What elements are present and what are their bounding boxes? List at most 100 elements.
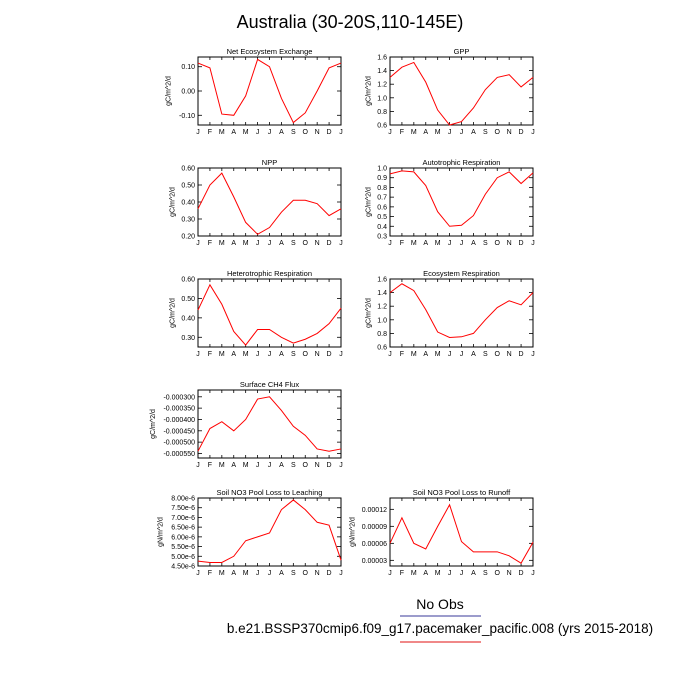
y-tick-label: 1.2 [377, 82, 387, 89]
y-tick-label: 1.4 [377, 68, 387, 75]
y-tick-label: 0.9 [377, 175, 387, 182]
x-tick-label: D [519, 570, 524, 577]
x-tick-label: O [495, 240, 501, 247]
x-tick-label: J [388, 351, 392, 358]
y-tick-label: 1.6 [377, 55, 387, 62]
x-tick-label: A [471, 240, 476, 247]
x-tick-label: F [208, 129, 212, 136]
x-tick-label: J [531, 240, 535, 247]
x-tick-label: J [388, 570, 392, 577]
y-tick-label: 1.4 [377, 290, 387, 297]
panel-title: NPP [262, 158, 277, 167]
x-tick-label: A [471, 570, 476, 577]
y-tick-label: -0.000550 [163, 451, 195, 458]
y-tick-label: -0.000300 [163, 394, 195, 401]
y-tick-label: 0.00006 [362, 541, 387, 548]
x-tick-label: J [388, 240, 392, 247]
y-tick-label: 0.00003 [362, 558, 387, 565]
x-tick-label: A [279, 462, 284, 469]
figure-title: Australia (30-20S,110-145E) [237, 12, 464, 32]
x-tick-label: J [339, 570, 343, 577]
y-tick-label: -0.000500 [163, 440, 195, 447]
x-tick-label: J [196, 462, 200, 469]
x-tick-label: J [268, 570, 272, 577]
y-axis-label: gC/m^2/d [365, 187, 372, 217]
x-tick-label: D [519, 240, 524, 247]
x-tick-label: A [471, 351, 476, 358]
x-tick-label: N [315, 129, 320, 136]
y-tick-label: 0.50 [181, 296, 195, 303]
x-tick-label: D [327, 570, 332, 577]
x-tick-label: F [208, 351, 212, 358]
y-tick-label: 1.2 [377, 304, 387, 311]
x-tick-label: J [448, 570, 452, 577]
y-tick-label: 0.00009 [362, 524, 387, 531]
panel-title: Heterotrophic Respiration [227, 269, 312, 278]
x-tick-label: J [448, 351, 452, 358]
panel-title: GPP [454, 47, 470, 56]
y-tick-label: 0.3 [377, 234, 387, 241]
x-tick-label: A [279, 240, 284, 247]
x-tick-label: M [219, 351, 225, 358]
y-tick-label: 0.40 [181, 200, 195, 207]
x-tick-label: J [196, 129, 200, 136]
x-tick-label: S [291, 129, 296, 136]
x-tick-label: M [435, 240, 441, 247]
y-tick-label: -0.000350 [163, 406, 195, 413]
y-tick-label: 8.00e-6 [171, 496, 195, 503]
x-tick-label: J [268, 240, 272, 247]
y-tick-label: 0.6 [377, 204, 387, 211]
x-tick-label: J [339, 462, 343, 469]
x-tick-label: M [411, 129, 417, 136]
x-tick-label: F [208, 462, 212, 469]
series-line [389, 170, 534, 227]
y-tick-label: 4.50e-6 [171, 564, 195, 571]
series-line [389, 283, 534, 338]
plot-frame [197, 389, 342, 459]
x-tick-label: J [388, 129, 392, 136]
y-tick-label: 5.00e-6 [171, 554, 195, 561]
x-tick-label: M [411, 570, 417, 577]
y-tick-label: 7.00e-6 [171, 515, 195, 522]
x-tick-label: A [279, 351, 284, 358]
x-tick-label: J [256, 462, 260, 469]
series-line [197, 172, 342, 235]
y-tick-label: 1.6 [377, 277, 387, 284]
x-tick-label: S [291, 462, 296, 469]
y-tick-label: 0.10 [181, 64, 195, 71]
x-tick-label: O [495, 129, 501, 136]
x-tick-label: A [423, 570, 428, 577]
x-tick-label: A [471, 129, 476, 136]
x-tick-label: S [483, 129, 488, 136]
x-tick-label: J [256, 351, 260, 358]
y-tick-label: -0.000450 [163, 428, 195, 435]
panel-title: Surface CH4 Flux [240, 380, 299, 389]
series-line [197, 283, 342, 346]
y-tick-label: 1.0 [377, 166, 387, 173]
y-tick-label: 0.30 [181, 335, 195, 342]
x-tick-label: M [243, 351, 249, 358]
x-tick-label: F [208, 570, 212, 577]
x-tick-label: A [279, 570, 284, 577]
x-tick-label: A [231, 462, 236, 469]
x-tick-label: O [303, 240, 309, 247]
x-tick-label: M [243, 570, 249, 577]
x-tick-label: N [315, 462, 320, 469]
y-tick-label: 0.6 [377, 123, 387, 130]
y-tick-label: 0.60 [181, 166, 195, 173]
x-tick-label: J [460, 240, 464, 247]
x-tick-label: M [243, 240, 249, 247]
y-tick-label: 0.7 [377, 195, 387, 202]
y-tick-label: 0.30 [181, 217, 195, 224]
x-tick-label: O [303, 351, 309, 358]
x-tick-label: O [495, 570, 501, 577]
x-tick-label: M [411, 351, 417, 358]
legend: No Obs b.e21.BSSP370cmip6.f09_g17.pacema… [227, 596, 653, 643]
x-tick-label: J [268, 462, 272, 469]
series-line [197, 58, 342, 124]
x-tick-label: J [448, 240, 452, 247]
